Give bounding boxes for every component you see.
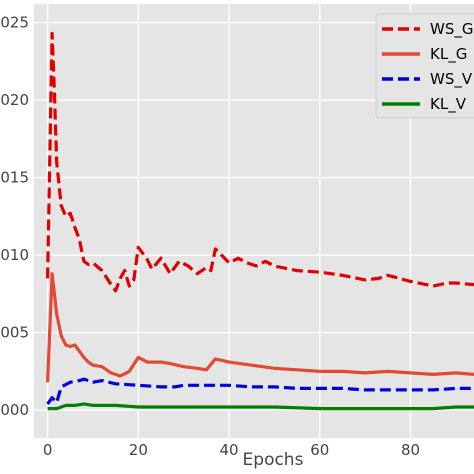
y-tick-label: 005	[0, 324, 29, 342]
y-tick-label: 025	[0, 14, 29, 32]
x-tick-label: 80	[401, 441, 420, 459]
y-tick-label: 015	[0, 169, 29, 187]
series-line-ws-g	[46, 31, 474, 293]
y-tick-label: 000	[0, 401, 29, 419]
legend-entry-label: WS_V	[430, 70, 473, 89]
x-tick-label: 0	[43, 441, 53, 459]
series-line-kl-g	[46, 272, 474, 383]
y-tick-label: 010	[0, 246, 29, 264]
y-tick-label: 020	[0, 91, 29, 109]
series-lines	[46, 31, 474, 411]
x-axis-label: Epochs	[243, 450, 304, 470]
series-line-kl-v	[47, 402, 474, 411]
series-line-ws-v	[46, 377, 474, 405]
legend: WS_G KL_G WS_V KL_V	[375, 13, 474, 119]
legend-entry-label: KL_V	[430, 95, 467, 114]
legend-entry-label: KL_G	[430, 45, 467, 64]
x-tick-label: 60	[310, 441, 329, 459]
legend-entry-label: WS_G	[430, 20, 473, 39]
legend-box	[375, 13, 474, 119]
x-tick-label: 20	[129, 441, 148, 459]
x-tick-label: 40	[220, 441, 239, 459]
